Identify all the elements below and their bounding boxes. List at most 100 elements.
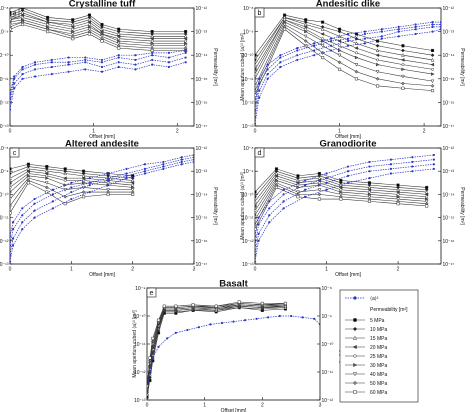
aperture-point <box>147 390 149 393</box>
permeability-point <box>303 34 308 39</box>
aperture-point <box>346 37 350 40</box>
permeability-point <box>87 20 92 24</box>
y-right-tick-label: 10⁻¹⁵ <box>443 216 455 222</box>
permeability-point <box>321 37 325 41</box>
permeability-point <box>339 178 343 183</box>
permeability-line-5-mpa <box>147 307 286 398</box>
permeability-point <box>337 60 342 65</box>
y-left-tick-label: 10⁻¹³ <box>134 398 146 404</box>
permeability-point <box>337 48 342 53</box>
permeability-point <box>395 190 400 194</box>
aperture-point <box>51 193 55 196</box>
aperture-point <box>13 82 16 85</box>
aperture-point <box>296 54 299 57</box>
aperture-point <box>180 158 183 161</box>
aperture-point <box>88 184 91 187</box>
y-left-axis-label: Mean aperture cubed ⟨a⟩³ [m³] <box>0 33 1 101</box>
x-tick-label: 1 <box>92 129 95 135</box>
permeability-point <box>355 51 358 55</box>
permeability-point <box>82 180 86 185</box>
aperture-point <box>313 42 316 45</box>
aperture-point <box>346 32 350 36</box>
y-left-tick-label: 10⁻⁹ <box>0 169 9 175</box>
permeability-point <box>70 32 75 37</box>
permeability-point <box>303 25 308 29</box>
aperture-point <box>33 61 37 64</box>
permeability-line-20-mpa <box>147 305 286 392</box>
permeability-point <box>401 86 405 90</box>
aperture-point <box>318 323 320 326</box>
aperture-point <box>192 156 194 159</box>
permeability-point <box>44 171 49 176</box>
permeability-point <box>337 29 342 34</box>
permeability-point <box>255 222 257 227</box>
aperture-point <box>117 54 120 57</box>
aperture-point <box>10 235 12 238</box>
permeability-point <box>339 190 343 194</box>
aperture-point <box>167 65 171 69</box>
aperture-line-1 <box>147 315 320 392</box>
permeability-point <box>255 214 258 217</box>
aperture-point <box>100 61 104 64</box>
aperture-point <box>257 223 260 226</box>
permeability-point <box>430 53 435 58</box>
aperture-point <box>33 216 36 219</box>
permeability-point <box>87 27 92 32</box>
panel-letter: e <box>150 290 154 297</box>
legend-pressure-marker <box>352 344 357 350</box>
aperture-point <box>432 158 435 161</box>
permeability-line-25-mpa <box>10 17 186 42</box>
aperture-point <box>117 65 120 69</box>
permeability-point <box>375 70 380 74</box>
permeability-line-40-mpa <box>255 182 427 221</box>
aperture-point <box>125 177 128 180</box>
x-tick-label: 2 <box>423 129 426 135</box>
permeability-point <box>304 18 308 22</box>
aperture-point <box>162 160 165 164</box>
permeability-point <box>368 190 371 194</box>
permeability-point <box>10 11 12 15</box>
permeability-point <box>401 74 405 79</box>
aperture-point <box>266 68 269 71</box>
y-left-tick-label: 10⁻⁹ <box>243 169 253 175</box>
permeability-point <box>354 55 359 60</box>
aperture-point <box>258 82 261 85</box>
permeability-point <box>10 186 12 189</box>
aperture-point <box>389 158 393 161</box>
permeability-point <box>100 27 104 31</box>
aperture-point <box>84 61 87 64</box>
aperture-point <box>257 239 260 242</box>
aperture-point <box>50 72 53 76</box>
panel-letter-box <box>9 147 20 158</box>
aperture-point <box>184 61 187 64</box>
aperture-point <box>432 153 435 157</box>
permeability-line-10-mpa <box>255 170 427 197</box>
permeability-point <box>283 20 287 24</box>
permeability-point <box>10 171 12 176</box>
aperture-point <box>282 193 285 196</box>
aperture-line-3 <box>255 159 434 246</box>
panel-title: Crystalline tuff <box>69 0 136 10</box>
aperture-point <box>100 65 104 69</box>
aperture-point <box>134 58 137 62</box>
aperture-line-3 <box>255 24 441 110</box>
permeability-point <box>46 15 50 19</box>
permeability-point <box>430 79 435 84</box>
permeability-point <box>274 167 279 171</box>
permeability-point <box>81 190 86 194</box>
permeability-point <box>184 41 188 46</box>
aperture-point <box>303 188 307 191</box>
y-left-tick-label: 10⁻¹⁰ <box>134 314 146 320</box>
aperture-point <box>363 42 367 45</box>
permeability-point <box>425 204 429 208</box>
aperture-point <box>346 39 350 43</box>
permeability-point <box>401 63 405 67</box>
aperture-point <box>50 58 53 62</box>
aperture-point <box>88 177 91 180</box>
permeability-point <box>255 77 258 80</box>
aperture-point <box>346 181 350 184</box>
permeability-point <box>283 27 287 31</box>
y-left-tick-label: 10⁻¹¹ <box>134 342 146 348</box>
y-left-tick-label: 10⁻¹² <box>242 100 254 106</box>
permeability-point <box>100 32 105 36</box>
